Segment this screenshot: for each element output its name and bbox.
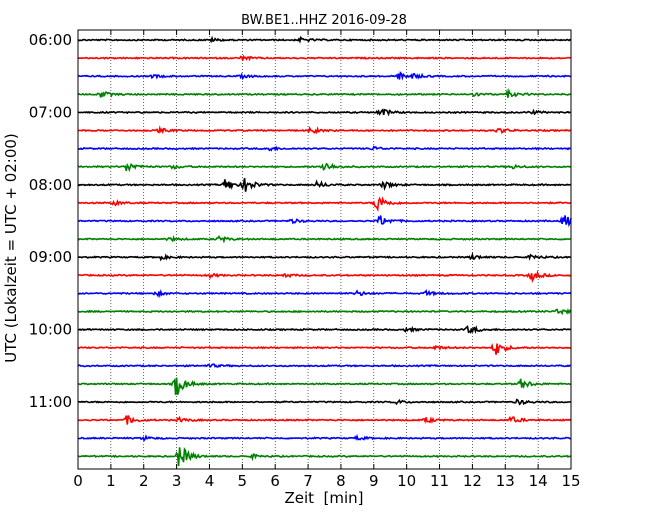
seismic-trace (77, 71, 572, 81)
seismic-trace (77, 145, 572, 152)
seismic-trace (77, 325, 572, 335)
y-axis-label: UTC (Lokalzeit = UTC + 02:00) (2, 133, 20, 363)
x-tick-label: 7 (303, 472, 313, 490)
seismic-trace (77, 177, 572, 192)
x-axis-label: Zeit [min] (284, 489, 363, 507)
seismic-trace (77, 342, 572, 355)
seismic-trace (77, 87, 572, 98)
x-tick-label: 10 (397, 472, 416, 490)
y-tick-label: 06:00 (29, 31, 72, 49)
x-tick-label: 8 (336, 472, 346, 490)
grid-lines (110, 30, 539, 469)
seismic-trace (77, 377, 571, 395)
x-tick-label: 3 (172, 472, 182, 490)
y-tick-label: 11:00 (29, 393, 72, 411)
y-tick-label: 10:00 (29, 321, 72, 339)
seismic-trace (77, 251, 572, 262)
x-tick-label: 12 (463, 472, 482, 490)
x-tick-label: 14 (529, 472, 548, 490)
seismic-trace (77, 415, 572, 425)
seismic-trace (77, 215, 572, 228)
x-tick-label: 11 (430, 472, 449, 490)
plot-frame (77, 29, 572, 470)
seismic-trace (77, 308, 572, 316)
seismic-trace (77, 433, 572, 443)
seismic-trace (77, 235, 572, 244)
seismic-trace (77, 162, 572, 173)
x-tick-label: 1 (106, 472, 116, 490)
seismic-trace (77, 35, 572, 44)
x-tick-label: 4 (205, 472, 215, 490)
seismic-trace (77, 125, 572, 135)
y-tick-label: 09:00 (29, 248, 72, 266)
seismic-trace (77, 54, 572, 62)
seismic-trace (78, 269, 572, 284)
x-axis: 0 1 2 3 4 5 6 7 8 9 10 11 12 13 14 15 (73, 30, 581, 490)
seismic-trace (77, 288, 572, 299)
seismic-trace (77, 195, 572, 212)
x-tick-label: 2 (139, 472, 149, 490)
x-tick-label: 9 (369, 472, 379, 490)
x-tick-label: 5 (238, 472, 248, 490)
trace-group (77, 35, 572, 467)
x-tick-label: 6 (270, 472, 280, 490)
seismic-trace (77, 398, 572, 406)
y-axis: 06:00 07:00 08:00 09:00 10:00 11:00 (29, 31, 571, 411)
x-tick-label: 15 (561, 472, 580, 490)
seismic-trace (77, 108, 572, 117)
y-tick-label: 07:00 (29, 103, 72, 121)
x-tick-label: 13 (496, 472, 515, 490)
x-tick-label: 0 (73, 472, 83, 490)
chart-title: BW.BE1..HHZ 2016-09-28 (241, 13, 407, 28)
seismic-trace (77, 363, 572, 369)
y-tick-label: 08:00 (29, 176, 72, 194)
seismic-trace (77, 446, 572, 467)
